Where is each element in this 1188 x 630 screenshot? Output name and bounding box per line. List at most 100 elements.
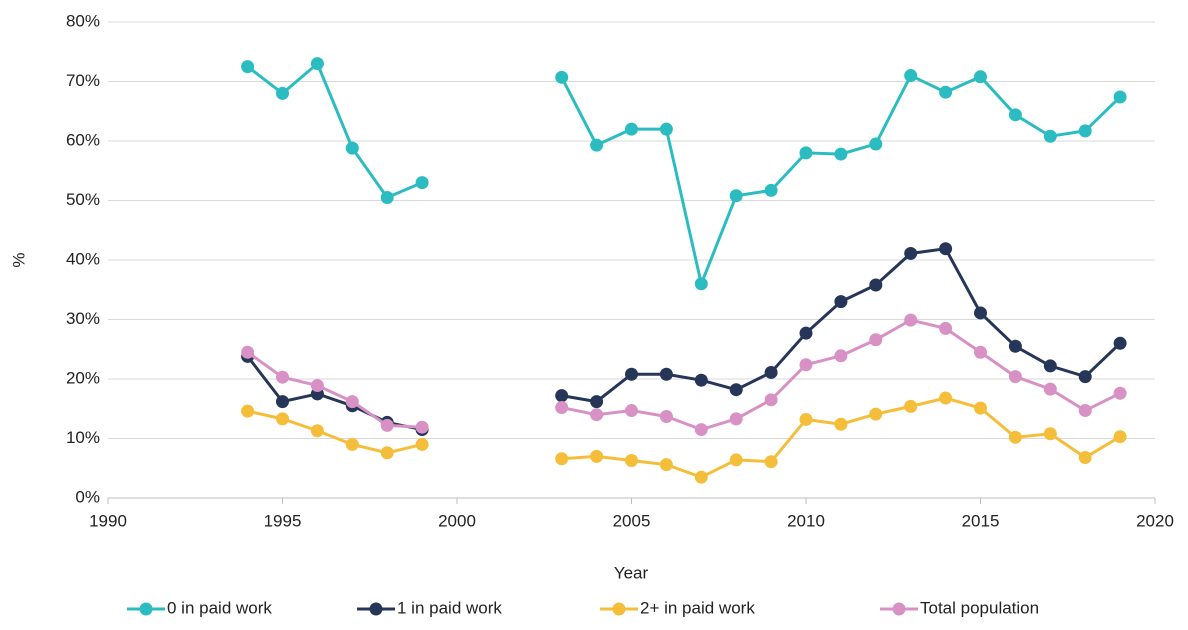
x-tick-label: 2015	[962, 511, 1000, 530]
data-point	[1043, 129, 1057, 143]
data-point	[799, 146, 813, 160]
data-point	[869, 137, 883, 151]
data-point	[241, 404, 255, 418]
data-point	[276, 395, 289, 409]
data-point	[590, 138, 604, 152]
data-point	[310, 424, 324, 438]
data-point	[729, 412, 743, 426]
data-point	[415, 420, 429, 434]
data-point	[415, 437, 429, 451]
data-point	[310, 57, 324, 71]
data-point	[555, 401, 569, 415]
data-point	[729, 189, 743, 203]
data-point	[276, 370, 289, 384]
data-point	[555, 389, 569, 403]
data-point	[345, 141, 359, 155]
data-point	[904, 313, 918, 327]
legend-label: 2+ in paid work	[640, 598, 755, 617]
data-point	[345, 437, 359, 451]
data-point	[904, 399, 918, 413]
data-point	[939, 85, 953, 99]
x-tick-label: 1990	[89, 511, 127, 530]
data-point	[974, 401, 987, 415]
legend-label: 0 in paid work	[167, 598, 272, 617]
data-point	[659, 122, 673, 136]
data-point	[1113, 386, 1127, 400]
series-line	[246, 247, 1122, 432]
data-point	[939, 321, 953, 335]
data-point	[904, 69, 918, 83]
data-point	[834, 349, 848, 363]
x-axis-title: Year	[614, 563, 649, 582]
y-tick-label: 10%	[66, 428, 100, 447]
data-point	[764, 365, 778, 379]
y-tick-label: 50%	[66, 190, 100, 209]
y-tick-label: 40%	[66, 249, 100, 268]
data-point	[380, 446, 394, 460]
data-point	[659, 409, 673, 423]
data-point	[764, 455, 778, 469]
y-tick-label: 80%	[66, 11, 100, 30]
data-point	[1043, 382, 1057, 396]
data-point	[729, 383, 743, 397]
legend-marker	[612, 602, 626, 616]
data-point	[869, 333, 883, 347]
data-point	[1078, 124, 1092, 138]
data-point	[939, 242, 953, 256]
data-point	[1078, 451, 1092, 465]
data-point	[694, 277, 708, 291]
data-point	[974, 306, 987, 320]
series-line	[246, 61, 1122, 289]
data-point	[904, 246, 918, 260]
data-point	[625, 367, 638, 381]
data-point	[276, 86, 289, 100]
data-point	[590, 395, 604, 409]
data-point	[380, 191, 394, 205]
x-tick-label: 2005	[613, 511, 651, 530]
data-point	[1008, 370, 1022, 384]
x-tick-label: 1995	[264, 511, 302, 530]
data-point	[1043, 359, 1057, 373]
data-point	[590, 408, 604, 422]
data-point	[694, 373, 708, 387]
data-point	[834, 147, 848, 161]
legend-label: Total population	[920, 598, 1039, 617]
data-point	[1113, 336, 1127, 350]
data-point	[1078, 404, 1092, 418]
data-point	[694, 423, 708, 437]
data-point	[799, 412, 813, 426]
data-point	[276, 412, 289, 426]
series-line	[247, 396, 1121, 479]
data-point	[555, 70, 569, 84]
y-tick-label: 70%	[66, 71, 100, 90]
y-tick-label: 60%	[66, 130, 100, 149]
data-point	[1008, 108, 1022, 122]
data-point	[625, 454, 638, 468]
data-point	[974, 345, 987, 359]
data-point	[241, 345, 255, 359]
data-point	[625, 404, 638, 418]
data-point	[659, 367, 673, 381]
data-point	[694, 470, 708, 484]
y-axis-title: %	[9, 252, 28, 267]
x-tick-label: 2020	[1136, 511, 1174, 530]
series-line	[246, 318, 1121, 432]
data-point	[380, 418, 394, 432]
data-point	[869, 278, 883, 292]
data-point	[1113, 90, 1127, 104]
x-tick-label: 2000	[438, 511, 476, 530]
legend-marker	[892, 602, 906, 616]
data-point	[834, 295, 848, 309]
legend-marker	[369, 602, 383, 616]
y-tick-label: 20%	[66, 368, 100, 387]
data-point	[590, 449, 604, 463]
data-point	[555, 452, 569, 466]
y-tick-label: 0%	[75, 487, 100, 506]
data-point	[241, 60, 255, 74]
legend-marker	[139, 602, 153, 616]
data-point	[974, 70, 987, 84]
data-point	[1008, 430, 1022, 444]
data-point	[1078, 370, 1092, 384]
data-point	[799, 326, 813, 340]
